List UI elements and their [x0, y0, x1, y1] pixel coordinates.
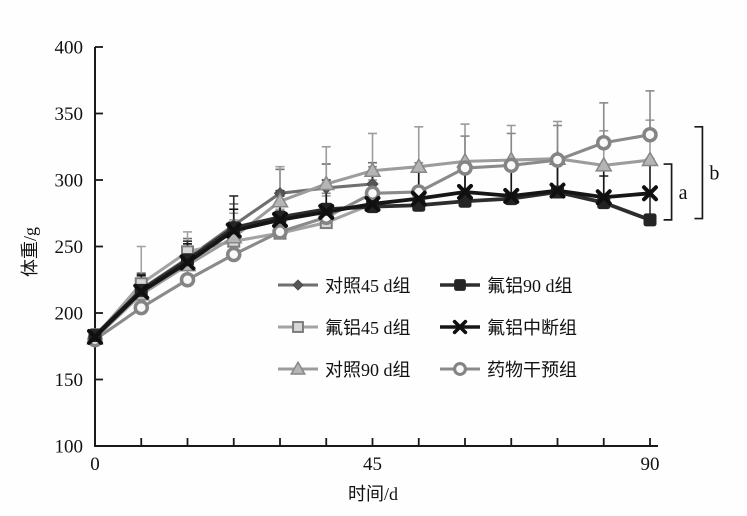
legend-label: 对照45 d组: [325, 275, 411, 296]
y-tick-label: 150: [55, 370, 84, 391]
legend-swatch-open-circle: [440, 361, 480, 376]
series-layer: [86, 127, 659, 348]
y-tick-label: 250: [55, 237, 84, 258]
bracket-label-b: b: [709, 163, 719, 185]
marker-open-circle: [503, 157, 519, 174]
x-tick-label: 90: [641, 454, 660, 475]
axis-layer: 100 150 200 250 300 350 400 0 45 90: [55, 38, 660, 476]
marker-x: [410, 190, 427, 207]
y-axis-title: 体重/g: [20, 227, 40, 277]
legend-label: 对照90 d组: [325, 359, 411, 380]
marker-square: [643, 213, 657, 227]
legend-item: 氟铝45 d组: [276, 310, 438, 343]
legend-item: 对照90 d组: [276, 352, 438, 385]
marker-x: [364, 195, 381, 212]
marker-open-circle: [457, 160, 473, 176]
marker-open-circle: [133, 299, 149, 316]
marker-square: [454, 278, 466, 291]
marker-triangle: [271, 192, 289, 208]
bracket-label-a: a: [679, 182, 688, 204]
legend-label: 药物干预组: [487, 359, 577, 380]
y-tick-label: 400: [55, 38, 84, 59]
marker-x: [179, 254, 196, 271]
marker-x: [133, 283, 150, 300]
bracket-b: [694, 125, 704, 220]
marker-open-circle: [596, 135, 612, 151]
marker-open-circle: [226, 246, 242, 263]
marker-triangle: [289, 360, 307, 375]
marker-x: [272, 211, 288, 228]
legend-label: 氟铝45 d组: [325, 317, 411, 338]
legend-item: 氟铝中断组: [438, 310, 577, 343]
series-x: [87, 182, 658, 345]
marker-x: [225, 222, 242, 239]
marker-triangle: [409, 157, 428, 173]
marker-x: [452, 319, 468, 334]
x-tick-label: 45: [363, 454, 382, 475]
marker-x: [642, 185, 658, 202]
legend-swatch-x: [440, 319, 480, 334]
marker-open-square: [292, 320, 304, 333]
marker-diamond: [292, 278, 304, 291]
legend-label: 氟铝中断组: [487, 317, 577, 338]
marker-open-circle: [549, 152, 566, 168]
y-tick-label: 350: [55, 104, 84, 125]
marker-triangle: [317, 174, 336, 191]
marker-open-circle: [642, 127, 658, 143]
y-tick-label: 100: [55, 437, 84, 458]
x-tick-label: 0: [90, 454, 100, 475]
legend-swatch-triangle: [278, 360, 318, 375]
y-tick-label: 300: [55, 171, 84, 192]
marker-x: [318, 203, 335, 220]
marker-x: [595, 189, 612, 206]
legend-swatch-open-square: [278, 320, 318, 333]
legend-label: 氟铝90 d组: [487, 275, 573, 296]
y-tick-label: 200: [55, 304, 84, 325]
annotation-layer: ab: [663, 125, 719, 221]
marker-open-circle: [179, 272, 196, 288]
marker-x: [87, 328, 103, 345]
legend-item: 药物干预组: [438, 352, 577, 385]
marker-x: [503, 187, 520, 204]
marker-x: [549, 182, 566, 199]
marker-x: [457, 183, 473, 200]
marker-triangle: [363, 161, 382, 177]
legend-item: 对照45 d组: [276, 268, 438, 301]
marker-open-circle: [272, 224, 288, 240]
marker-triangle: [594, 156, 613, 172]
legend-swatch-square: [440, 278, 480, 291]
bracket-a: [663, 163, 673, 221]
x-axis-title: 时间/d: [348, 484, 398, 504]
legend-item: 氟铝90 d组: [438, 268, 577, 301]
marker-open-circle: [453, 361, 467, 376]
legend-swatch-diamond: [278, 278, 318, 291]
chart-legend: 对照45 d组 氟铝90 d组氟铝45 d组 氟铝中断组对照90 d组 药物干预组: [276, 268, 577, 385]
marker-open-circle: [364, 185, 381, 202]
marker-triangle: [641, 151, 659, 167]
